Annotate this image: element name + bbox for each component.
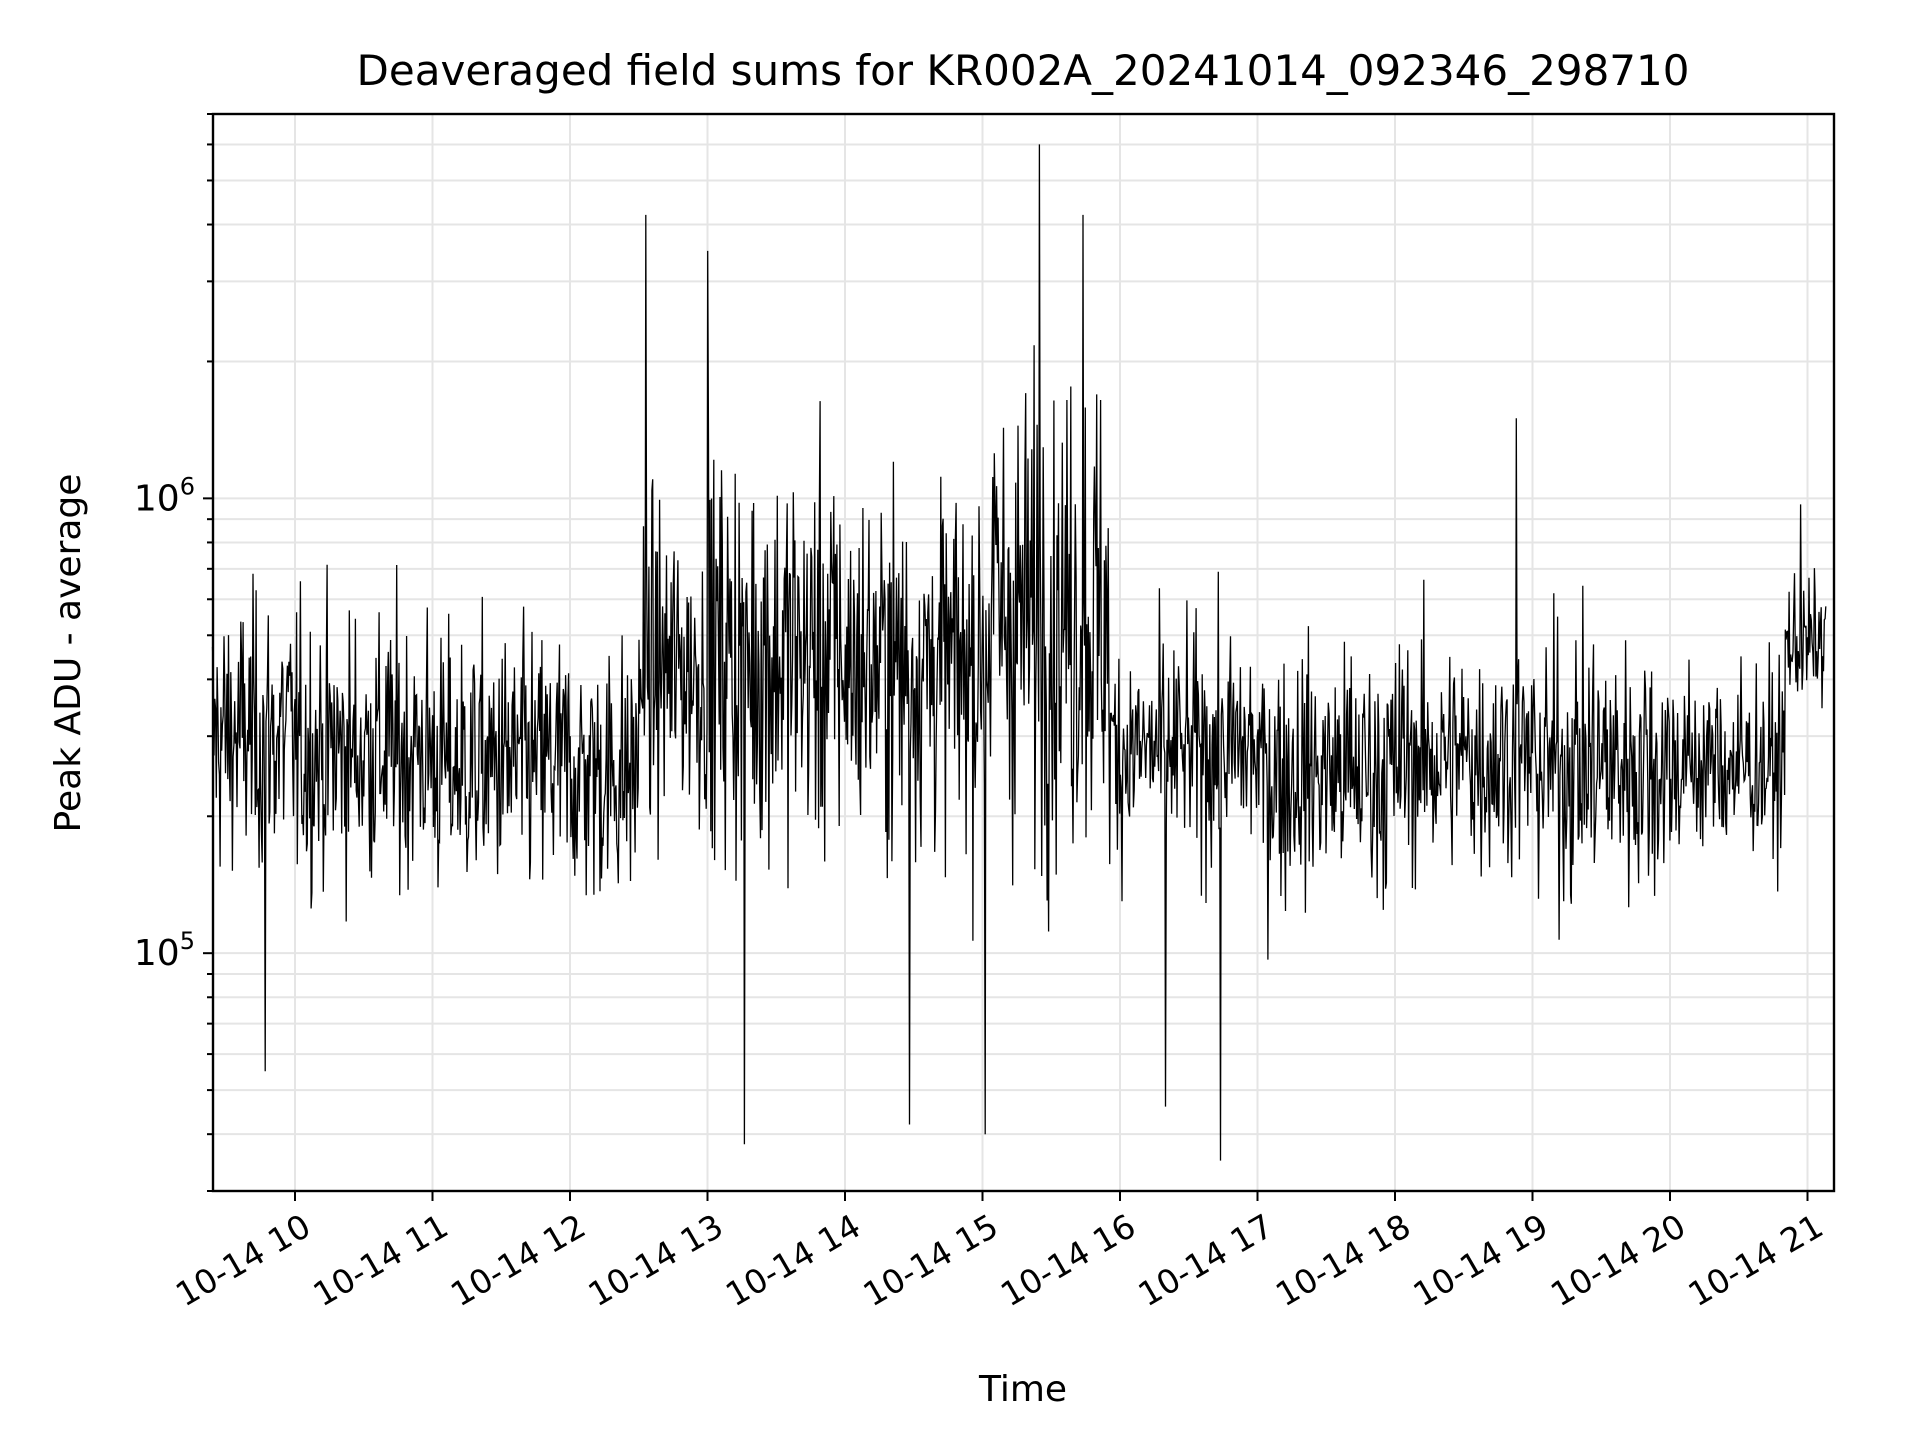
x-tick-label: 10-14 10 xyxy=(169,1206,317,1314)
x-tick-label: 10-14 13 xyxy=(582,1206,730,1314)
y-tick-label: 105 xyxy=(134,927,195,974)
x-axis-label: Time xyxy=(978,1369,1067,1410)
x-tick-label: 10-14 20 xyxy=(1544,1206,1692,1314)
x-tick-label: 10-14 18 xyxy=(1269,1206,1417,1314)
x-tick-label: 10-14 19 xyxy=(1407,1206,1555,1314)
plot-frame xyxy=(211,112,1836,1193)
y-axis: 105 106 xyxy=(134,113,213,1192)
x-tick-label: 10-14 17 xyxy=(1132,1206,1280,1314)
x-tick-label: 10-14 14 xyxy=(719,1206,867,1314)
x-tick-label: 10-14 11 xyxy=(307,1206,455,1314)
y-tick-label: 106 xyxy=(134,472,195,519)
y-axis-label: Peak ADU - average xyxy=(48,474,89,833)
x-tick-label: 10-14 21 xyxy=(1682,1206,1830,1314)
chart-title: Deaveraged field sums for KR002A_2024101… xyxy=(357,46,1690,95)
x-tick-label: 10-14 15 xyxy=(857,1206,1005,1314)
x-tick-label: 10-14 16 xyxy=(994,1206,1142,1314)
series-line-peak-adu xyxy=(211,144,1827,1161)
x-tick-label: 10-14 12 xyxy=(444,1206,592,1314)
